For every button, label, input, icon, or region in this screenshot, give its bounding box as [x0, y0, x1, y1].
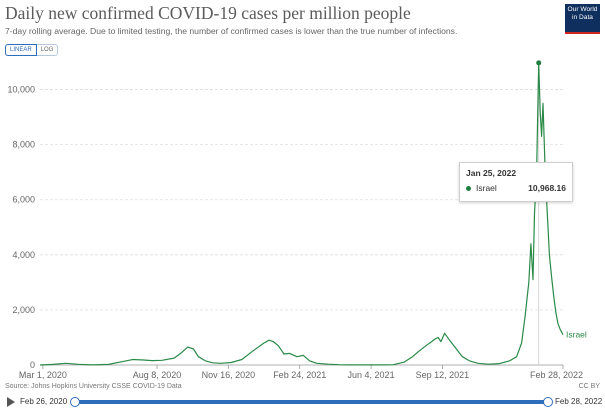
- x-tick-label: Aug 8, 2020: [133, 370, 182, 380]
- tooltip-date: Jan 25, 2022: [466, 168, 517, 178]
- y-tick-label: 8,000: [12, 140, 35, 150]
- timeline-start-label: Feb 26, 2020: [20, 397, 68, 406]
- y-tick-label: 2,000: [12, 305, 35, 315]
- chart-tooltip: Jan 25, 2022 Israel 10,968.16: [459, 162, 573, 202]
- timeline-end-handle[interactable]: [543, 397, 553, 407]
- x-tick-label: Jun 4, 2021: [348, 370, 395, 380]
- x-tick-label: Mar 1, 2020: [19, 370, 67, 380]
- x-tick-label: Nov 16, 2020: [202, 370, 256, 380]
- logo-accent-bar: [565, 32, 600, 34]
- tooltip-row: Israel 10,968.16: [466, 183, 566, 193]
- logo-line-1: Our World: [567, 6, 598, 13]
- x-tick-label: Feb 24, 2021: [273, 370, 326, 380]
- logo-line-2: in Data: [572, 13, 593, 21]
- tooltip-value: 10,968.16: [528, 183, 566, 193]
- timeline-end-label: Feb 28, 2022: [555, 397, 603, 406]
- x-tick-label: Sep 12, 2021: [416, 370, 470, 380]
- y-tick-label: 0: [30, 360, 35, 370]
- y-tick-label: 10,000: [7, 85, 35, 95]
- y-tick-label: 6,000: [12, 195, 35, 205]
- owid-logo[interactable]: Our World in Data: [565, 4, 600, 32]
- y-tick-label: 4,000: [12, 250, 35, 260]
- series-label-israel: Israel: [566, 330, 587, 340]
- x-tick-label: Feb 28, 2022: [530, 370, 583, 380]
- timeline-track[interactable]: [74, 400, 548, 404]
- chart-subtitle: 7-day rolling average. Due to limited te…: [5, 26, 458, 36]
- tooltip-series-name: Israel: [476, 183, 497, 193]
- series-dot-icon: [466, 185, 471, 191]
- timeline-start-handle[interactable]: [70, 397, 80, 407]
- linear-scale-button[interactable]: LINEAR: [5, 44, 37, 56]
- chart-title: Daily new confirmed COVID-19 cases per m…: [5, 3, 411, 23]
- scale-toggle: LINEAR LOG: [5, 44, 59, 56]
- source-note[interactable]: Source: Johns Hopkins University CSSE CO…: [5, 383, 182, 390]
- license-label[interactable]: CC BY: [578, 383, 600, 390]
- play-icon[interactable]: [7, 397, 15, 407]
- log-scale-button[interactable]: LOG: [36, 44, 59, 56]
- highlight-point: [536, 60, 542, 66]
- series-line-israel: [39, 62, 564, 366]
